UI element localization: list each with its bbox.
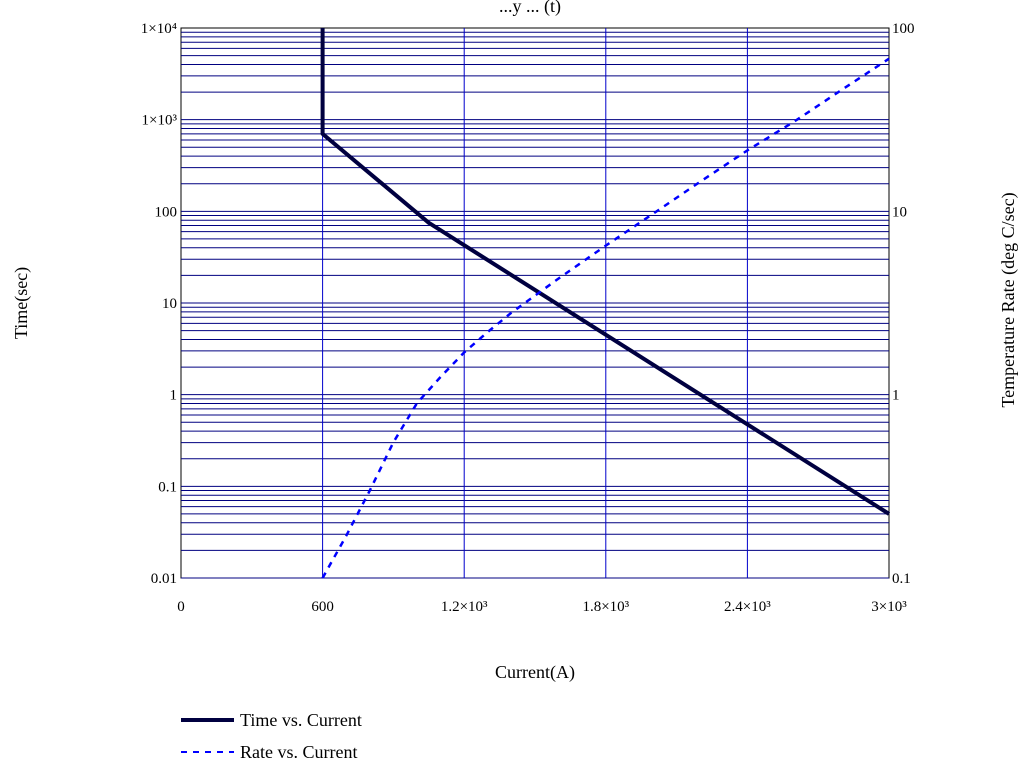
x-tick-label: 1.2×10³ (441, 599, 488, 615)
series-layer (320, 28, 891, 579)
legend-item-time: Time vs. Current (181, 710, 362, 730)
y-right-tick-label: 0.1 (892, 571, 911, 587)
horizontal-grid (181, 31, 889, 579)
y-left-tick-label: 100 (155, 204, 178, 220)
legend-label-rate: Rate vs. Current (240, 742, 357, 762)
tick-labels: 0 600 1.2×10³ 1.8×10³ 2.4×10³ 3×10³0.010.1110… (141, 21, 915, 615)
chart-title: ...y ... (t) (499, 0, 561, 17)
y-left-tick-label: 1×10⁴ (141, 21, 177, 37)
x-tick-label: 3×10³ (871, 599, 907, 615)
legend-item-rate: Rate vs. Current (181, 742, 357, 762)
series-line-rate (321, 57, 890, 579)
y-left-tick-label: 0.1 (158, 479, 177, 495)
x-tick-label: 2.4×10³ (724, 599, 771, 615)
x-tick-label: 600 (311, 599, 334, 615)
y-right-tick-label: 100 (892, 21, 915, 37)
y-right-tick-label: 10 (892, 204, 907, 220)
y-left-axis-title: Time(sec) (11, 267, 32, 339)
x-tick-label: 1.8×10³ (582, 599, 629, 615)
series-line-time (320, 28, 891, 516)
x-axis-title: Current(A) (495, 662, 575, 683)
y-right-tick-label: 1 (892, 388, 900, 404)
x-tick-label: 0 (177, 599, 185, 615)
legend: Time vs. Current Rate vs. Current (181, 710, 362, 762)
y-left-tick-label: 10 (162, 296, 177, 312)
y-left-tick-label: 1 (170, 388, 178, 404)
y-left-tick-label: 0.01 (151, 571, 177, 587)
y-left-tick-label: 1×10³ (142, 113, 178, 129)
legend-label-time: Time vs. Current (240, 710, 362, 730)
y-right-axis-title: Temperature Rate (deg C/sec) (998, 192, 1019, 407)
